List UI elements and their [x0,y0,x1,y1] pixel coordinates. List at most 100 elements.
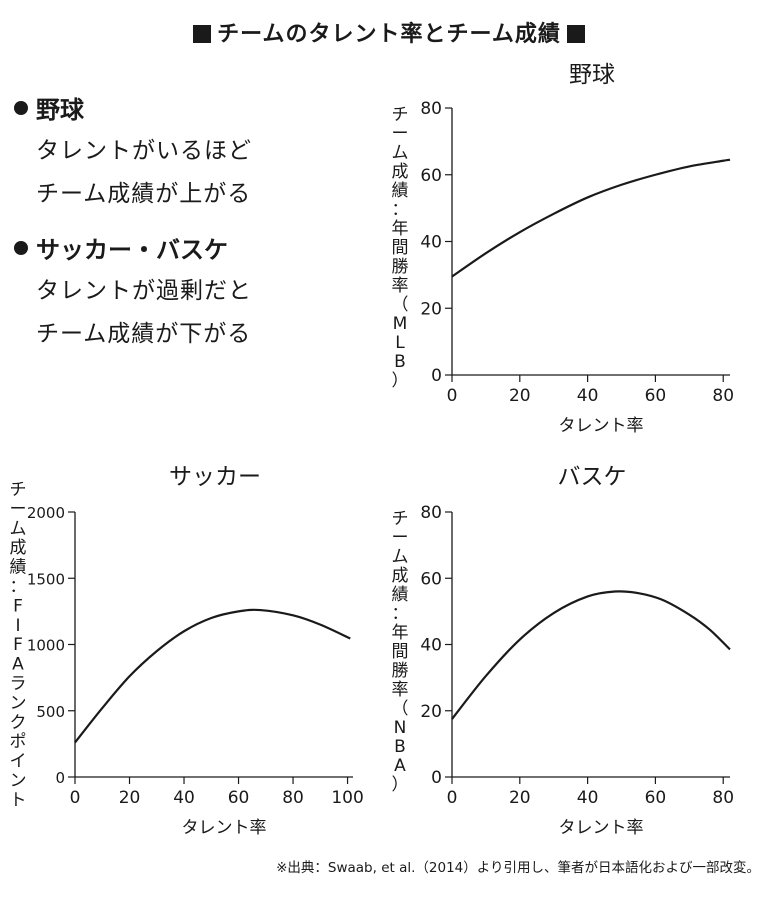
x-axis-label: タレント率 [559,416,644,436]
x-tick-label: 0 [447,788,458,808]
x-tick-label: 40 [577,788,599,808]
y-axis-label-char: ー [10,499,27,519]
y-tick-label: 80 [420,99,442,119]
y-axis-label-char: ラ [10,674,27,694]
bullet-heading-text: 野球 [36,96,84,124]
page-title-text: チームのタレント率とチーム成績 [217,22,561,47]
y-tick-label: 1500 [27,570,65,588]
y-axis-label-char: ： [10,577,27,597]
y-axis-label-char: ン [10,771,27,791]
bullet-list: 野球 タレントがいるほど チーム成績が上がる サッカー・バスケ タレントが過剰だ… [14,90,354,370]
y-axis-label-char: チ [392,509,409,529]
y-axis-label-char: 成 [392,162,409,182]
y-axis-label-char: N [394,718,407,738]
chart-title: バスケ [558,464,627,490]
y-tick-label: 60 [420,569,442,589]
y-axis-label-char: 勝 [392,257,409,277]
y-axis-label-char: M [393,314,408,334]
x-tick-label: 60 [645,386,667,406]
x-tick-label: 60 [228,788,250,808]
page-title: チームのタレント率とチーム成績 [0,16,778,48]
y-axis-label-char: ム [392,547,409,567]
y-axis-label-char: ー [392,528,409,548]
y-tick-label: 40 [420,636,442,656]
series-line [451,158,731,278]
y-axis-label-char: A [12,655,24,675]
y-axis-label-char: F [13,596,23,616]
y-axis-label-char: ム [392,143,409,163]
y-axis-label-char: 間 [392,238,409,258]
y-axis-label-char: （ [392,295,409,315]
chart-title: 野球 [569,62,615,88]
bullet-group-baseball: 野球 タレントがいるほど チーム成績が上がる [14,90,354,216]
y-axis-label-char: 績 [392,585,409,605]
y-axis-label-char: ー [392,124,409,144]
x-tick-label: 80 [712,788,734,808]
x-tick-label: 100 [331,788,363,808]
y-tick-label: 60 [420,166,442,186]
y-tick-label: 40 [420,233,442,253]
y-axis-label-char: ： [392,200,409,220]
y-tick-label: 0 [431,768,442,788]
y-tick-label: 0 [431,366,442,386]
y-axis-label-char: ム [10,519,27,539]
y-axis-label-char: 績 [10,558,27,578]
bullet-heading-text: サッカー・バスケ [36,236,228,264]
series-line [451,590,731,720]
source-footnote: ※出典：Swaab, et al.（2014）より引用し、筆者が日本語化および一… [276,860,760,876]
bullet-dot-icon [14,241,28,255]
x-tick-label: 0 [70,788,81,808]
y-axis-label-char: 年 [392,219,409,239]
y-tick-label: 500 [36,703,65,721]
bullet-line: タレントが過剰だと [36,278,252,304]
bullet-line: タレントがいるほど [36,138,252,164]
y-axis-label-char: I [15,616,20,636]
y-tick-label: 80 [420,503,442,523]
bullet-heading: サッカー・バスケ [14,230,354,270]
series-line [74,608,351,744]
y-axis-label-char: 勝 [392,661,409,681]
x-tick-label: 80 [712,386,734,406]
bullet-line: チーム成績が下がる [36,321,252,347]
y-tick-label: 20 [420,299,442,319]
square-icon [193,25,212,43]
x-tick-label: 80 [282,788,304,808]
bullet-line: チーム成績が上がる [36,181,252,207]
x-axis-label: タレント率 [182,818,267,838]
y-axis-label-char: L [395,333,405,353]
bullet-dot-icon [14,101,28,115]
x-tick-label: 40 [577,386,599,406]
y-axis-label-char: 績 [392,181,409,201]
x-axis-label: タレント率 [559,818,644,838]
y-axis-label-char: 成 [10,538,27,558]
y-axis-label-char: 成 [392,566,409,586]
y-axis-label-char: （ [392,699,409,719]
y-axis-label-char: 間 [392,642,409,662]
x-tick-label: 60 [645,788,667,808]
y-axis-label-char: B [394,737,406,757]
y-axis-label-char: ク [10,713,27,733]
y-tick-label: 1000 [27,637,65,655]
y-tick-label: 0 [55,769,65,787]
y-axis-label-char: B [394,352,406,372]
bullet-group-soccer-basketball: サッカー・バスケ タレントが過剰だと チーム成績が下がる [14,230,354,356]
y-axis-label-char: A [394,756,406,776]
x-tick-label: 20 [509,386,531,406]
y-axis-label-char: ） [392,775,409,795]
y-axis-label-char: F [13,635,23,655]
y-axis-label-char: 率 [392,680,409,700]
bullet-heading: 野球 [14,90,354,130]
chart-title: サッカー [169,464,261,490]
x-tick-label: 0 [447,386,458,406]
y-axis-label-char: イ [10,752,27,772]
x-tick-label: 20 [509,788,531,808]
y-tick-label: 2000 [27,504,65,522]
y-axis-label-char: 年 [392,623,409,643]
square-icon [566,25,585,43]
x-tick-label: 20 [119,788,141,808]
y-axis-label-char: ： [392,604,409,624]
x-tick-label: 40 [173,788,195,808]
y-axis-label-char: ポ [10,732,27,752]
y-axis-label-char: ン [10,693,27,713]
